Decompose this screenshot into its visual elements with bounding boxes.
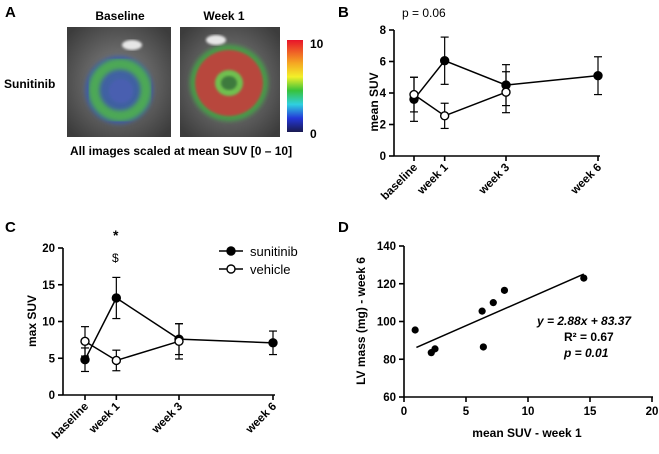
y-tick-label: 0 xyxy=(380,151,386,163)
d-plot-area: 60 80 100 120 140 0 5 10 15 20 xyxy=(377,241,659,418)
x-tick-label: week 3 xyxy=(149,401,185,437)
data-point-open xyxy=(439,111,450,121)
significance-star: * xyxy=(113,227,119,243)
y-tick-label: 100 xyxy=(377,317,396,329)
row-label-sunitinib: Sunitinib xyxy=(4,77,55,91)
data-point-filled xyxy=(439,56,450,66)
scatter-point xyxy=(500,286,509,294)
regression-line xyxy=(416,273,585,349)
x-tick-label: 15 xyxy=(584,406,597,418)
scatter-point xyxy=(431,345,439,353)
d-ylabel: LV mass (mg) - week 6 xyxy=(354,257,368,385)
colorbar xyxy=(287,40,303,132)
panel-letter-d: D xyxy=(338,219,349,236)
data-point-open xyxy=(80,336,90,347)
col-label-week1: Week 1 xyxy=(203,9,244,23)
x-tick-label: 5 xyxy=(463,406,470,418)
x-tick-label: 0 xyxy=(401,406,407,418)
baseline-image xyxy=(67,27,171,137)
legend-label-vehicle: vehicle xyxy=(250,262,290,277)
y-tick-label: 2 xyxy=(380,120,386,132)
scatter-point xyxy=(489,299,497,307)
x-tick-label: week 1 xyxy=(87,400,123,436)
p-value-annotation: p = 0.06 xyxy=(402,6,446,20)
x-tick-label: week 6 xyxy=(568,162,604,198)
series-line-filled xyxy=(84,296,274,361)
b-ylabel: mean SUV xyxy=(367,72,381,131)
y-tick-label: 20 xyxy=(42,243,55,255)
y-tick-label: 6 xyxy=(380,57,386,69)
colorbar-min-label: 0 xyxy=(310,127,317,141)
data-point-filled xyxy=(268,338,278,348)
data-point-open xyxy=(174,336,184,347)
fit-r-squared: R² = 0.67 xyxy=(564,330,614,344)
data-point-filled xyxy=(593,70,603,81)
scatter-point xyxy=(411,326,419,334)
fit-p-value: p = 0.01 xyxy=(563,346,609,360)
x-tick-label: 10 xyxy=(522,406,535,418)
scatter-point xyxy=(580,274,588,282)
panel-a-caption: All images scaled at mean SUV [0 – 10] xyxy=(70,144,292,158)
legend-label-sunitinib: sunitinib xyxy=(250,244,298,259)
legend-marker xyxy=(226,246,236,256)
y-tick-label: 10 xyxy=(42,317,55,329)
data-point-open xyxy=(111,355,122,366)
colorbar-max-label: 10 xyxy=(310,37,324,51)
y-tick-label: 4 xyxy=(380,88,387,100)
panel-a: A Baseline Week 1 Sunitinib 10 0 All ima… xyxy=(4,4,324,158)
data-point-filled xyxy=(80,355,90,365)
fit-equation: y = 2.88x + 83.37 xyxy=(536,314,632,328)
legend-marker xyxy=(226,264,236,274)
col-label-baseline: Baseline xyxy=(95,9,145,23)
x-tick-label: baseline xyxy=(379,162,420,203)
x-tick-label: week 3 xyxy=(476,162,512,198)
data-point-open xyxy=(409,89,419,100)
y-tick-label: 5 xyxy=(49,353,56,365)
y-tick-label: 15 xyxy=(42,280,55,292)
panel-letter-b: B xyxy=(338,4,349,21)
x-tick-label: baseline xyxy=(50,401,91,442)
panel-d: D LV mass (mg) - week 6 mean SUV - week … xyxy=(338,219,658,440)
x-tick-label: week 6 xyxy=(243,401,279,437)
y-tick-label: 140 xyxy=(377,241,396,253)
scatter-point xyxy=(478,307,486,315)
data-point-open xyxy=(501,87,511,97)
y-tick-label: 80 xyxy=(383,354,396,366)
scatter-point xyxy=(479,343,487,351)
week1-image xyxy=(180,27,280,137)
data-point-filled xyxy=(111,293,122,303)
y-tick-label: 0 xyxy=(49,390,55,402)
d-xlabel: mean SUV - week 1 xyxy=(472,426,582,440)
c-ylabel: max SUV xyxy=(25,295,39,347)
panel-letter-a: A xyxy=(5,4,16,21)
y-tick-label: 120 xyxy=(377,279,396,291)
y-tick-label: 8 xyxy=(380,25,387,37)
series-line-open xyxy=(413,91,507,117)
significance-dollar: $ xyxy=(112,251,119,265)
x-tick-label: week 1 xyxy=(415,161,451,197)
series-line-open xyxy=(84,340,180,362)
c-legend: sunitinib vehicle xyxy=(219,244,298,277)
panel-letter-c: C xyxy=(5,219,16,236)
x-tick-label: 20 xyxy=(646,406,659,418)
series-line-filled xyxy=(413,59,599,100)
y-tick-label: 60 xyxy=(383,392,396,404)
